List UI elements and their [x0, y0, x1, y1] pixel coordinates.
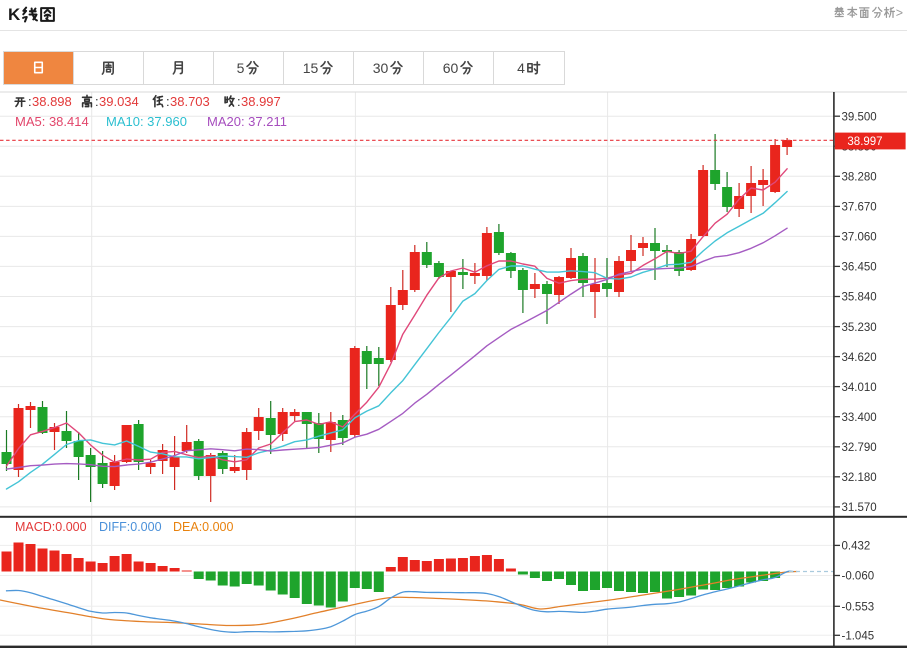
svg-text:0.432: 0.432 [842, 541, 871, 553]
svg-text:38.898: 38.898 [32, 94, 72, 109]
svg-text:-0.060: -0.060 [842, 571, 875, 583]
svg-text:38.280: 38.280 [842, 172, 877, 184]
svg-text:MACD:0.000: MACD:0.000 [15, 520, 87, 534]
svg-text:36.450: 36.450 [842, 262, 877, 274]
svg-text:34.620: 34.620 [842, 352, 877, 364]
svg-text:34.010: 34.010 [842, 382, 877, 394]
svg-text:39.034: 39.034 [99, 94, 139, 109]
svg-text:31.570: 31.570 [842, 502, 877, 514]
svg-text:37.060: 37.060 [842, 232, 877, 244]
svg-text::: : [28, 94, 32, 109]
svg-text::: : [237, 94, 241, 109]
svg-text:38.997: 38.997 [847, 136, 882, 148]
svg-text:32.180: 32.180 [842, 472, 877, 484]
svg-text:38.997: 38.997 [241, 94, 281, 109]
svg-text:37.670: 37.670 [842, 202, 877, 214]
svg-text:39.500: 39.500 [842, 111, 877, 123]
svg-text::: : [95, 94, 99, 109]
svg-text:MA5: 38.414: MA5: 38.414 [15, 114, 89, 129]
svg-text:-0.553: -0.553 [842, 602, 875, 614]
svg-text:35.840: 35.840 [842, 292, 877, 304]
svg-text:38.703: 38.703 [170, 94, 210, 109]
svg-text::: : [166, 94, 170, 109]
svg-text:32.790: 32.790 [842, 442, 877, 454]
svg-text:35.230: 35.230 [842, 322, 877, 334]
svg-text:MA20: 37.211: MA20: 37.211 [207, 114, 287, 129]
svg-text:33.400: 33.400 [842, 412, 877, 424]
svg-text:MA10: 37.960: MA10: 37.960 [106, 114, 187, 129]
svg-text:-1.045: -1.045 [842, 631, 875, 643]
svg-text:DIFF:0.000: DIFF:0.000 [99, 520, 162, 534]
svg-text:DEA:0.000: DEA:0.000 [173, 520, 234, 534]
